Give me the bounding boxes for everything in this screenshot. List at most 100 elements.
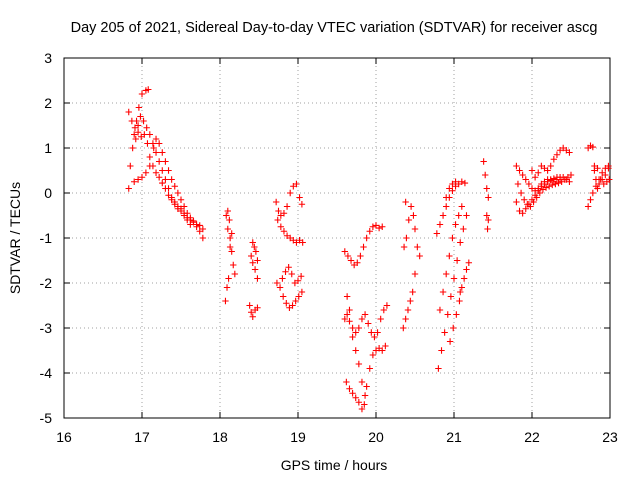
data-point: [403, 234, 410, 242]
data-point: [547, 162, 554, 170]
data-point: [341, 315, 348, 323]
data-point: [246, 302, 253, 309]
data-point: [519, 171, 526, 179]
data-point: [352, 347, 359, 354]
data-point: [407, 297, 414, 305]
x-tick-label: 20: [368, 429, 384, 445]
data-point: [483, 212, 490, 219]
data-point: [400, 324, 407, 332]
data-point: [361, 392, 369, 399]
data-point: [457, 288, 464, 296]
data-point: [444, 311, 451, 318]
y-tick-label: 0: [44, 185, 52, 201]
data-point: [222, 297, 229, 305]
data-point: [168, 176, 175, 183]
data-point: [363, 383, 370, 390]
data-point: [407, 203, 415, 210]
data-point: [594, 165, 601, 172]
data-point: [382, 342, 389, 350]
data-point: [187, 221, 194, 228]
data-point: [460, 225, 467, 233]
data-point: [146, 153, 153, 161]
data-point: [288, 270, 295, 278]
data-point: [465, 259, 473, 266]
y-tick-label: -4: [40, 365, 53, 381]
data-point: [545, 183, 553, 190]
data-point: [343, 293, 351, 300]
data-point: [485, 194, 492, 201]
data-point: [358, 378, 366, 386]
data-point: [592, 183, 600, 190]
data-point: [416, 252, 423, 260]
data-point: [363, 234, 370, 242]
data-point: [458, 203, 465, 210]
data-point: [134, 176, 142, 183]
data-point: [177, 196, 185, 203]
data-point: [280, 210, 288, 217]
data-point: [463, 212, 470, 219]
data-point: [273, 279, 281, 287]
data-point: [134, 129, 142, 136]
data-point: [128, 117, 136, 125]
data-point: [295, 293, 302, 300]
data-point: [528, 167, 536, 174]
data-point: [180, 203, 188, 210]
data-point: [231, 270, 239, 278]
y-axis-label: SDTVAR / TECUs: [7, 182, 23, 294]
x-tick-label: 22: [524, 429, 540, 445]
data-point: [368, 329, 375, 336]
data-point: [141, 131, 148, 138]
data-point: [155, 140, 163, 147]
data-point: [292, 297, 299, 305]
x-tick-label: 17: [134, 429, 150, 445]
data-point: [349, 324, 356, 332]
x-tick-label: 18: [212, 429, 228, 445]
data-point: [533, 194, 540, 201]
data-point: [344, 252, 352, 260]
data-point: [457, 239, 464, 246]
data-point: [404, 306, 412, 314]
data-point: [383, 302, 391, 309]
data-point: [293, 180, 300, 188]
x-tick-label: 19: [290, 429, 306, 445]
data-point: [352, 394, 359, 401]
data-point: [438, 347, 445, 354]
data-point: [352, 329, 359, 336]
data-point: [355, 399, 363, 406]
data-point: [513, 198, 520, 206]
data-point: [289, 302, 296, 309]
data-point: [439, 212, 447, 219]
data-point: [228, 230, 235, 237]
data-point: [433, 230, 441, 237]
data-point: [480, 158, 487, 165]
data-point: [138, 174, 146, 181]
data-point: [522, 176, 529, 183]
data-point: [458, 178, 465, 185]
data-point: [294, 277, 302, 284]
data-point: [372, 222, 380, 229]
data-point: [516, 167, 523, 174]
data-point: [531, 174, 539, 181]
data-point: [155, 174, 163, 181]
data-point: [485, 216, 492, 224]
data-point: [449, 234, 456, 242]
data-point: [536, 189, 543, 197]
data-point: [435, 365, 442, 372]
data-point: [138, 90, 146, 98]
data-point: [587, 196, 594, 203]
data-point: [254, 304, 261, 311]
data-point: [380, 306, 387, 314]
data-point: [285, 264, 292, 271]
data-point: [171, 201, 178, 208]
data-point: [254, 275, 261, 282]
data-point: [346, 318, 353, 325]
data-point: [461, 179, 469, 187]
data-point: [349, 333, 356, 341]
data-point: [274, 216, 281, 224]
data-point: [365, 320, 372, 327]
y-tick-label: 2: [44, 95, 52, 111]
data-point: [159, 149, 166, 156]
y-tick-label: 3: [44, 50, 52, 66]
data-point: [140, 117, 147, 125]
